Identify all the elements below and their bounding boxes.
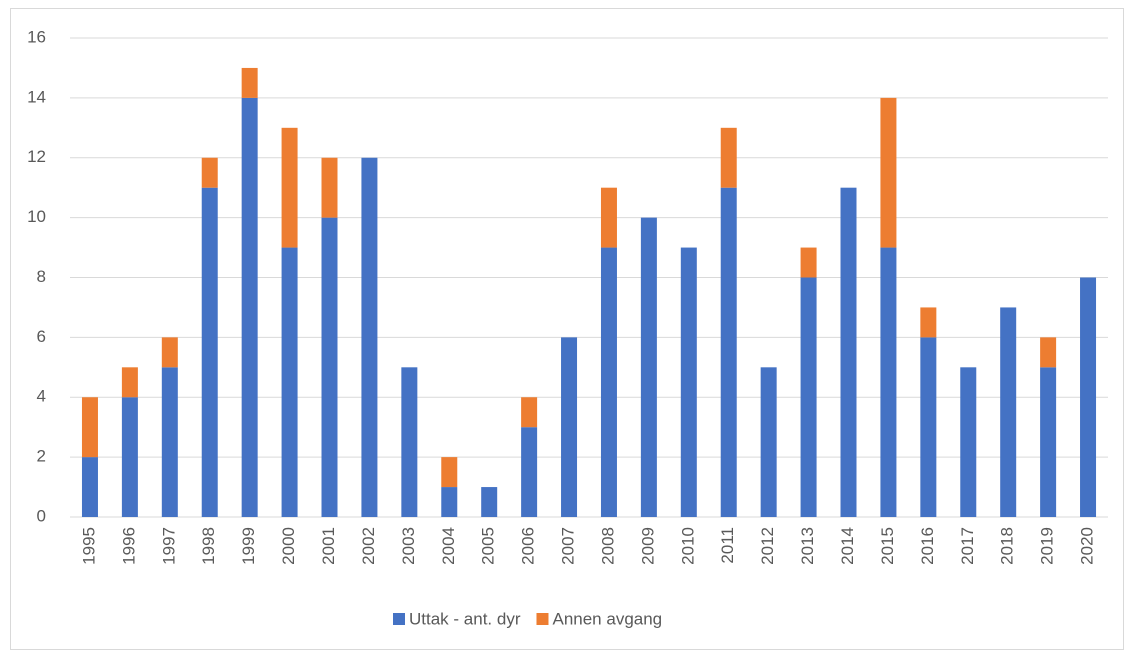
x-tick-label: 2015 xyxy=(878,527,897,565)
bar-segment xyxy=(561,337,578,517)
bar-segment xyxy=(600,247,617,517)
x-tick-label: 2010 xyxy=(678,527,697,565)
x-tick-label: 2014 xyxy=(838,527,857,565)
bar-segment xyxy=(81,457,98,517)
bar-segment xyxy=(281,247,298,517)
chart-border xyxy=(10,8,1124,650)
x-tick-label: 1999 xyxy=(239,527,258,565)
x-tick-label: 2017 xyxy=(958,527,977,565)
bar-segment xyxy=(361,157,378,517)
x-tick-label: 2018 xyxy=(998,527,1017,565)
bar-segment xyxy=(600,187,617,248)
x-tick-label: 2004 xyxy=(439,527,458,565)
bar-segment xyxy=(800,247,817,278)
bar-segment xyxy=(201,157,218,188)
bar-segment xyxy=(281,127,298,248)
bar-segment xyxy=(521,427,538,517)
bar-segment xyxy=(1080,277,1097,517)
x-tick-label: 2009 xyxy=(638,527,657,565)
x-tick-label: 1995 xyxy=(79,527,98,565)
bar-segment xyxy=(401,367,418,517)
bar-segment xyxy=(121,397,138,517)
y-tick-label: 8 xyxy=(37,267,46,286)
y-tick-label: 10 xyxy=(27,207,46,226)
x-tick-label: 2011 xyxy=(718,527,737,564)
bar-segment xyxy=(481,487,498,517)
x-tick-label: 2005 xyxy=(479,527,498,565)
x-tick-label: 2003 xyxy=(399,527,418,565)
bar-segment xyxy=(920,307,937,338)
x-tick-label: 2019 xyxy=(1038,527,1057,565)
bar-segment xyxy=(1040,367,1057,517)
x-tick-label: 2012 xyxy=(758,527,777,565)
x-tick-label: 2001 xyxy=(319,527,338,565)
bar-segment xyxy=(840,187,857,517)
bar-segment xyxy=(1040,337,1057,368)
bar-segment xyxy=(321,217,338,517)
x-tick-label: 1996 xyxy=(119,527,138,565)
bar-segment xyxy=(880,247,897,517)
x-tick-label: 2013 xyxy=(798,527,817,565)
bar-segment xyxy=(880,97,897,248)
bar-segment xyxy=(1000,307,1017,517)
bar-segment xyxy=(241,67,258,98)
y-tick-label: 14 xyxy=(27,87,46,106)
bar-segment xyxy=(800,277,817,517)
x-tick-label: 2008 xyxy=(598,527,617,565)
bar-segment xyxy=(680,247,697,517)
y-tick-label: 12 xyxy=(27,147,46,166)
x-tick-label: 1997 xyxy=(159,527,178,565)
y-tick-label: 4 xyxy=(37,387,46,406)
bar-segment xyxy=(441,457,458,488)
bar-segment xyxy=(720,127,737,188)
x-tick-label: 2020 xyxy=(1078,527,1097,565)
y-tick-label: 6 xyxy=(37,327,46,346)
x-tick-label: 2002 xyxy=(359,527,378,565)
bar-segment xyxy=(241,97,258,517)
y-tick-label: 2 xyxy=(37,447,46,466)
bar-segment xyxy=(640,217,657,517)
x-tick-label: 1998 xyxy=(199,527,218,565)
bar-segment xyxy=(161,337,178,368)
x-tick-label: 2007 xyxy=(559,527,578,565)
bar-segment xyxy=(760,367,777,517)
x-tick-label: 2006 xyxy=(519,527,538,565)
bar-segment xyxy=(321,157,338,218)
bar-segment xyxy=(441,487,458,517)
bar-segment xyxy=(161,367,178,517)
legend-swatch xyxy=(536,613,549,625)
legend-label: Annen avgang xyxy=(552,609,662,628)
bar-segment xyxy=(121,367,138,398)
x-tick-label: 2000 xyxy=(279,527,298,565)
y-tick-label: 0 xyxy=(37,506,46,525)
bar-segment xyxy=(960,367,977,517)
bar-segment xyxy=(81,397,98,458)
bar-segment xyxy=(720,187,737,517)
y-tick-label: 16 xyxy=(27,27,46,46)
bar-segment xyxy=(920,337,937,517)
legend-swatch xyxy=(393,613,405,625)
legend-label: Uttak - ant. dyr xyxy=(409,609,521,628)
bar-segment xyxy=(521,397,538,428)
bar-segment xyxy=(201,187,218,517)
x-tick-label: 2016 xyxy=(918,527,937,565)
